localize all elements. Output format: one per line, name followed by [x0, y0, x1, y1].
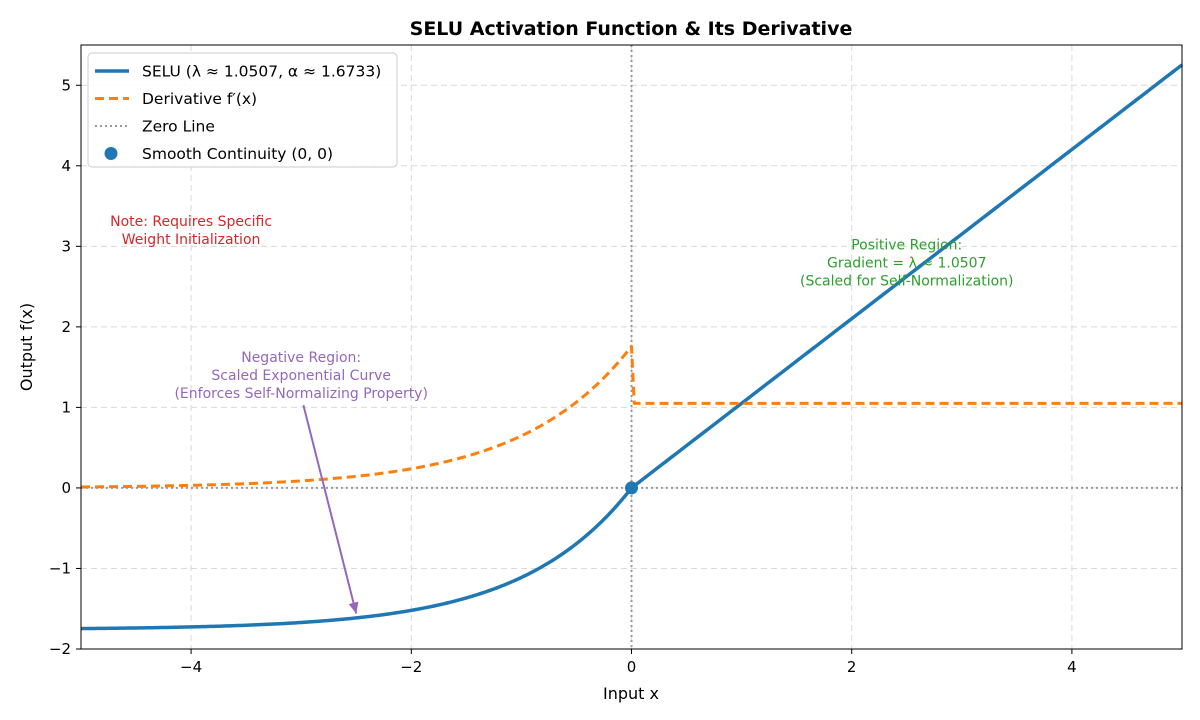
y-tick-label: 2	[61, 318, 71, 336]
y-tick-label: 0	[61, 479, 71, 497]
tick-layer: −4 −2 0 2 4 −2 −1 0 1 2 3 4 5	[49, 76, 1077, 676]
legend: SELU (λ ≈ 1.0507, α ≈ 1.6733) Derivative …	[87, 52, 398, 168]
annotation-arrow	[302, 404, 358, 614]
legend-box	[87, 52, 398, 168]
legend-entries: SELU (λ ≈ 1.0507, α ≈ 1.6733) Derivative …	[95, 63, 381, 163]
y-tick-label: 4	[61, 157, 71, 175]
legend-marker	[104, 147, 118, 160]
x-tick-label: 4	[1067, 658, 1077, 676]
annotations-layer: Note: Requires Specific Weight Initializa…	[110, 214, 1014, 614]
y-tick-label: −2	[49, 640, 71, 658]
y-tick-label: −1	[49, 559, 71, 577]
x-axis-label: Input x	[603, 684, 659, 703]
x-tick-label: −2	[400, 658, 422, 676]
annotation-text: Positive Region:	[851, 237, 962, 253]
chart-title: SELU Activation Function & Its Derivativ…	[410, 18, 853, 40]
annotation-arrowhead	[348, 601, 359, 614]
x-tick-label: 2	[847, 658, 857, 676]
annotation-text: (Scaled for Self-Normalization)	[800, 273, 1014, 289]
legend-label: Zero Line	[142, 118, 215, 136]
annotation-text: Scaled Exponential Curve	[211, 368, 391, 384]
legend-label: Smooth Continuity (0, 0)	[142, 145, 333, 163]
annotation-text: (Enforces Self-Normalizing Property)	[174, 386, 427, 402]
x-tick-label: −4	[180, 658, 202, 676]
y-tick-label: 1	[61, 398, 71, 416]
y-axis-label: Output f(x)	[17, 303, 36, 391]
annotation-text: Note: Requires Specific	[110, 214, 272, 230]
derivative-curve	[80, 344, 1182, 489]
x-tick-label: 0	[627, 658, 637, 676]
legend-label: Derivative f′(x)	[142, 90, 257, 108]
y-tick-label: 3	[61, 237, 71, 255]
y-tick-label: 5	[61, 76, 71, 94]
annotation-text: Weight Initialization	[122, 232, 261, 248]
annotation-text: Negative Region:	[241, 350, 361, 366]
legend-label: SELU (λ ≈ 1.0507, α ≈ 1.6733)	[142, 63, 381, 81]
annotation-text: Gradient = λ ≈ 1.0507	[827, 255, 986, 271]
continuity-point	[625, 481, 638, 495]
point-layer	[625, 481, 638, 495]
